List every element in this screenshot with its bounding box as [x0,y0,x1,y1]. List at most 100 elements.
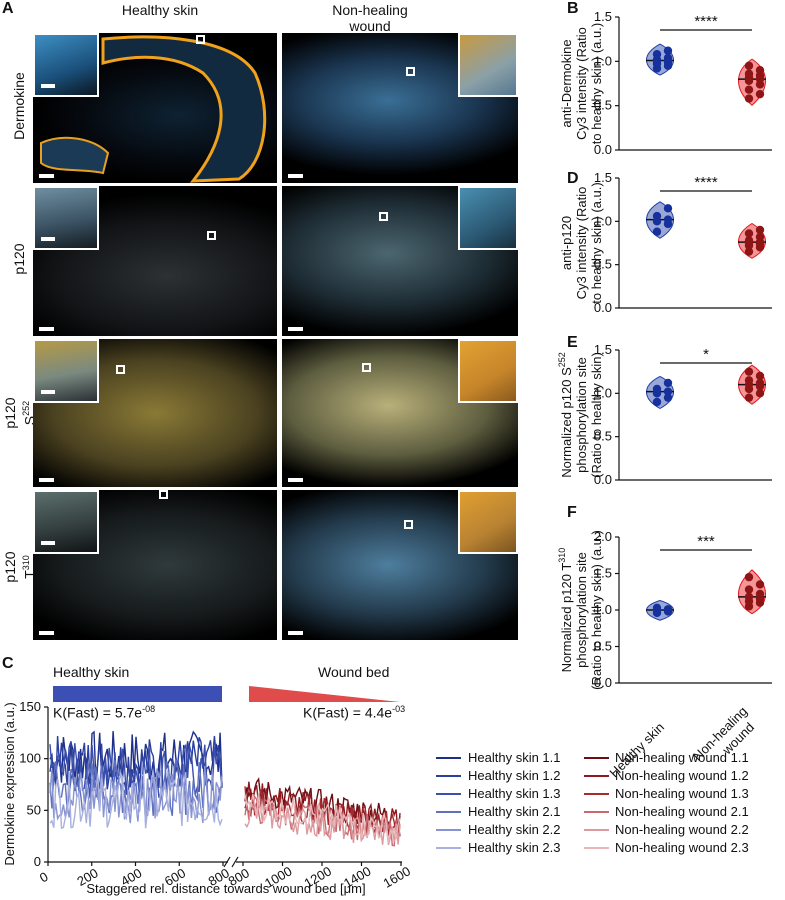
data-point [663,387,673,396]
data-point [744,85,754,94]
legend-label: Non-healing wound 1.1 [615,750,749,765]
scale-bar [39,174,54,178]
data-point [744,236,754,245]
y-axis-label: to healthy skin) (a.u.) [589,23,604,144]
scale-bar [288,174,303,178]
data-point [744,376,754,385]
panel-b-plot [615,16,772,151]
y-tick-label: 0.5 [594,257,612,272]
y-tick-label: 0.0 [594,300,612,315]
data-point [652,227,662,236]
data-point [755,580,765,589]
y-axis-label: to healthy skin) (a.u.) [589,182,604,303]
healthy-skin-bar [53,686,222,702]
data-point [744,69,754,78]
data-point [663,204,673,213]
panel-label-b: B [567,0,579,17]
legend-label: Healthy skin 1.3 [468,786,561,801]
y-axis-label: phosphorylation site [574,552,589,668]
data-point [744,94,754,103]
data-point [755,371,765,381]
y-tick-label: 0.5 [594,98,612,113]
data-point [744,592,754,602]
y-tick-label: 0.0 [594,675,612,690]
scale-bar [41,541,55,545]
micrograph-healthy-p120 [33,186,277,336]
roi-box [379,212,388,221]
panel-c-left-title: Healthy skin [53,664,130,680]
roi-box [207,231,216,240]
roi-box [406,67,415,76]
data-point [755,232,765,242]
data-point [663,393,673,402]
legend-label: Non-healing wound 2.2 [615,822,749,837]
y-axis-label: Cy3 intensity (Ratio [574,27,589,140]
data-point [663,605,673,614]
y-axis-label: Normalized p120 T310 [557,548,574,673]
scale-bar [288,478,303,482]
trace-healthy [49,730,223,787]
y-tick-label: 150 [19,699,41,714]
scale-bar [39,631,54,635]
panel-f-plot [615,536,772,684]
y-tick-label: 0.0 [594,142,612,157]
roi-box [362,363,371,372]
y-tick-label: 0.5 [594,429,612,444]
trace-wound [244,801,401,846]
trace-healthy [49,759,223,817]
k-fast-healthy: K(Fast) = 5.7e-08 [53,704,156,721]
y-axis-label: phosphorylation site [574,357,589,473]
data-point [755,66,765,75]
y-tick-label: 1.5 [594,566,612,581]
data-point [652,50,662,59]
significance-label: * [703,346,709,363]
legend-label: Non-healing wound 1.2 [615,768,749,783]
data-point [744,229,754,238]
panel-label-f: F [567,504,577,521]
wound-bed-wedge [249,686,400,702]
legend-label: Healthy skin 2.2 [468,822,561,837]
data-point [663,378,673,388]
data-point [755,589,765,599]
micrograph-healthy-p120-s252 [33,339,277,487]
trace-healthy [49,735,223,794]
y-tick-label: 1.0 [594,213,612,228]
panel-d-plot [615,177,772,309]
legend [436,757,609,849]
inset-wound-p120 [458,186,518,250]
axis-break [223,856,231,868]
y-tick-label: 100 [19,751,41,766]
micrograph-wound-p120-s252 [282,339,518,487]
scale-bar [288,631,303,635]
panel-label-a: A [2,0,14,17]
axis-break [231,856,239,868]
y-axis-label: (Ratio to healthy skin) (a.u.) [589,530,604,690]
inset-healthy-p120 [33,186,99,250]
scale-bar [39,478,54,482]
data-point [663,53,673,62]
legend-label: Healthy skin 1.1 [468,750,561,765]
data-point [744,247,754,256]
legend-label: Non-healing wound 1.3 [615,786,749,801]
roi-box [404,520,413,529]
y-tick-label: 0.5 [594,639,612,654]
y-tick-label: 1.5 [594,342,612,357]
micrograph-wound-dermokine [282,33,518,183]
x-axis-label: Staggered rel. distance towards wound be… [86,881,365,896]
y-tick-label: 1.5 [594,9,612,24]
data-point [744,572,754,582]
micrograph-healthy-p120-t310 [33,490,277,640]
trace-wound [244,793,401,844]
y-axis-label: Normalized p120 S252 [557,352,574,478]
data-point [663,215,673,224]
y-axis-label: (Ratio to healthy skin) [589,352,604,478]
scale-bar [41,84,55,88]
panel-label-d: D [567,170,579,187]
data-point [652,397,662,407]
y-tick-label: 50 [27,802,41,817]
inset-wound-p120-s252 [458,339,518,403]
x-tick-label: 0 [37,869,51,886]
y-axis-label: Cy3 intensity (Ratio [574,187,589,300]
panel-label-e: E [567,334,578,351]
data-point [744,585,754,594]
